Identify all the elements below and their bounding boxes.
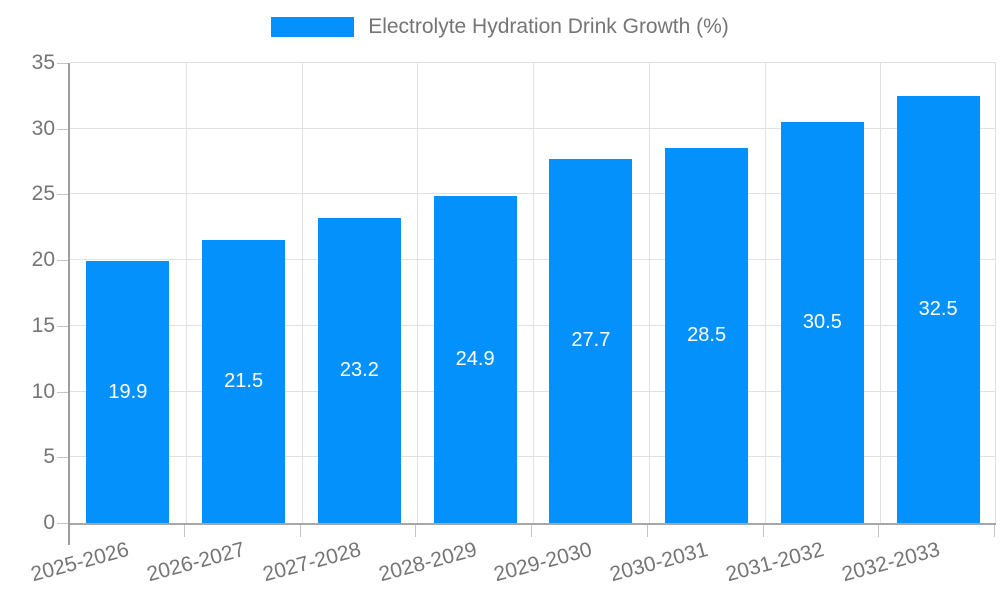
bar: 19.9: [86, 261, 170, 523]
bar: 21.5: [202, 240, 286, 523]
y-axis-tick: [57, 325, 68, 327]
legend-swatch: [271, 17, 355, 37]
bar-value-label: 27.7: [571, 329, 611, 352]
y-axis-label: 15: [31, 313, 55, 337]
y-axis-tick: [57, 194, 68, 196]
x-axis-label: 2031-2032: [723, 538, 827, 587]
bar: 28.5: [665, 148, 749, 523]
x-axis-label: 2032-2033: [839, 538, 943, 587]
x-axis-tick: [646, 525, 648, 537]
gridline-horizontal: [70, 62, 996, 63]
y-axis-tick: [57, 457, 68, 459]
y-axis-label: 30: [31, 116, 55, 140]
y-axis-tick: [57, 63, 68, 64]
bar: 24.9: [433, 195, 517, 523]
bar-value-label: 19.9: [108, 380, 148, 403]
bar: 32.5: [896, 95, 980, 523]
x-axis-tick: [878, 525, 880, 537]
bar: 30.5: [780, 122, 864, 523]
x-axis-tick: [994, 525, 995, 537]
x-axis-label: 2029-2030: [491, 538, 595, 587]
legend: Electrolyte Hydration Drink Growth (%): [0, 14, 1000, 40]
gridline-vertical: [301, 63, 303, 523]
gridline-vertical: [185, 63, 187, 523]
y-axis-label: 20: [31, 248, 55, 272]
y-axis-tick: [57, 523, 68, 524]
y-axis-tick: [57, 391, 68, 393]
y-axis-line-stub: [68, 523, 70, 545]
x-axis-tick: [415, 525, 417, 537]
plot-area: 19.9 21.5 23.2 24.9 27.7 28.5 30.5 32.5: [68, 62, 996, 525]
bar-value-label: 28.5: [687, 324, 727, 347]
gridline-vertical: [995, 63, 996, 523]
x-axis-label: 2025-2026: [28, 538, 132, 587]
x-axis-tick: [762, 525, 764, 537]
y-axis-tick: [57, 128, 68, 130]
gridline-vertical: [417, 63, 419, 523]
legend-label: Electrolyte Hydration Drink Growth (%): [368, 15, 729, 38]
x-axis-label: 2027-2028: [260, 538, 364, 587]
y-axis-label: 0: [43, 511, 55, 534]
x-axis-tick: [299, 525, 301, 537]
y-axis-label: 35: [31, 51, 55, 74]
gridline-vertical: [648, 63, 650, 523]
bar-value-label: 24.9: [455, 347, 495, 370]
bar-value-label: 21.5: [224, 370, 264, 393]
gridline-vertical: [880, 63, 882, 523]
y-axis-label: 5: [43, 445, 55, 469]
y-axis-tick: [57, 260, 68, 262]
x-axis-label: 2030-2031: [607, 538, 711, 587]
bar-value-label: 23.2: [339, 359, 379, 382]
x-axis-tick: [183, 525, 185, 537]
bar-value-label: 30.5: [802, 311, 842, 334]
bar: 23.2: [317, 218, 401, 523]
gridline-vertical: [764, 63, 766, 523]
gridline-vertical: [533, 63, 534, 523]
x-axis-tick: [531, 525, 532, 537]
bar-value-label: 32.5: [918, 297, 958, 320]
x-axis-label: 2028-2029: [376, 538, 480, 587]
y-axis-label: 25: [31, 182, 55, 206]
y-axis-label: 10: [31, 379, 55, 403]
bar: 27.7: [549, 158, 633, 523]
x-axis-label: 2026-2027: [144, 538, 248, 587]
